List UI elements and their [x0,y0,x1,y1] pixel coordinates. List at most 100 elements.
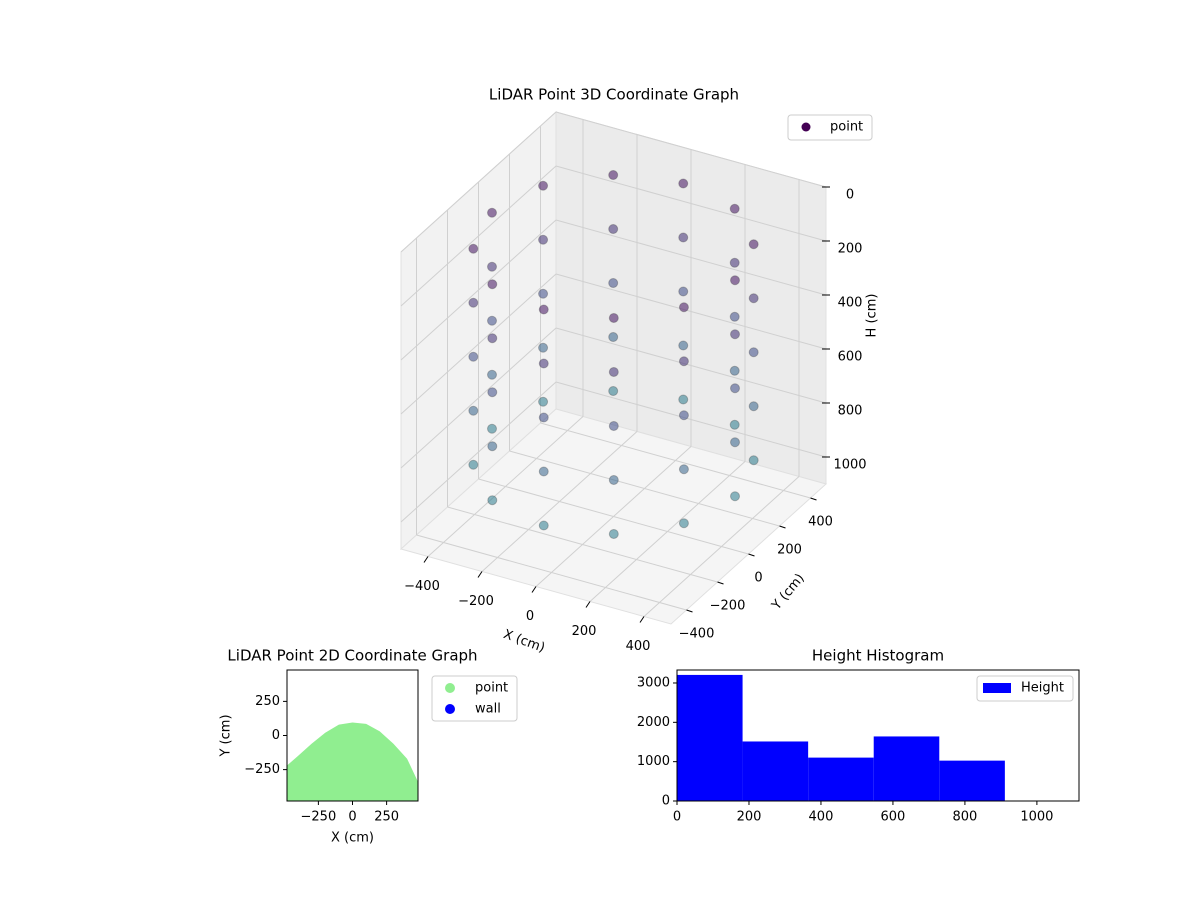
point [487,387,498,398]
z-tick-label: 200 [838,242,863,257]
y-tick-label: −250 [244,762,280,777]
x-tick-label: 200 [572,624,597,639]
point [730,275,740,286]
grid-line [555,111,827,188]
grid-line [478,478,749,555]
point [487,495,498,506]
point [538,396,549,407]
point [608,332,619,343]
grid-line [400,381,557,523]
y-tick-label: 3000 [637,675,670,690]
grid-line [555,381,827,458]
point [468,243,479,254]
y-tick [717,581,724,585]
y-tick-label: 400 [808,515,833,530]
point [730,329,740,340]
bar [939,760,1005,801]
point [538,520,549,531]
point [678,178,689,189]
bar [873,736,940,801]
point [487,369,497,380]
point [538,234,549,245]
point [487,207,497,218]
legend-label: point [475,681,508,696]
x-tick [531,586,537,593]
z-tick-label: 0 [846,188,854,203]
point [678,302,689,313]
grid-line [447,506,718,583]
x-tick-label: 1000 [1020,810,1053,825]
point [729,203,740,214]
point [729,257,740,268]
y-tick-label: −400 [679,627,715,642]
grid-line [416,534,687,611]
point [608,170,619,181]
y-tick [748,553,755,557]
point [748,401,759,412]
x-tick-label: 0 [673,810,681,825]
point [608,474,619,485]
legend-box [431,675,518,722]
point [487,441,498,452]
legend-marker [445,683,455,693]
point [748,347,759,358]
x-tick-label: 250 [374,810,399,825]
x-tick-label: −200 [458,594,494,609]
grid-line [400,165,557,307]
y-tick [779,525,786,529]
y-tick-label: 0 [272,728,280,743]
y-axis-label: Y (cm) [219,714,234,757]
chart-title: Height Histogram [812,647,944,665]
x-tick [423,556,429,563]
z-tick-label: 1000 [833,458,866,473]
chart-title: LiDAR Point 2D Coordinate Graph [227,647,477,665]
point [730,383,740,394]
axes-frame [676,669,1080,802]
point [729,365,740,376]
z-tick-label: 600 [838,350,863,365]
point [538,412,549,423]
point [487,279,498,290]
legend-box [787,114,873,141]
point [487,315,497,326]
point [538,288,549,299]
point [487,423,497,434]
point [748,239,759,250]
point [538,180,549,191]
x-tick-label: 800 [953,810,978,825]
x-tick-label: 400 [626,639,651,654]
grid-line [400,273,557,415]
point [678,356,689,367]
point [538,358,549,369]
bar [742,741,809,801]
point [487,261,497,272]
point [608,386,619,397]
point [468,405,479,416]
x-tick-label: −400 [404,579,440,594]
x-tick-label: 200 [737,810,762,825]
legend-marker [801,122,811,132]
legend-marker [445,704,455,714]
grid-line [555,165,827,242]
grid-line [400,219,557,361]
grid-line [555,219,827,296]
point [608,528,619,539]
legend-label: wall [475,702,501,717]
z-axis-label: H (cm) [865,294,880,338]
point [729,419,740,430]
y-tick [686,609,693,613]
x-tick-label: 400 [809,810,834,825]
y-tick-label: 0 [662,794,670,809]
point [468,459,479,470]
point [608,278,619,289]
grid-line [400,111,557,253]
point [678,232,689,243]
y-tick-label: 1000 [637,754,670,769]
grid-line [540,422,811,499]
point [468,297,479,308]
point [538,304,549,315]
x-tick [639,616,645,623]
point [678,410,689,421]
x-tick-label: 0 [526,609,534,624]
